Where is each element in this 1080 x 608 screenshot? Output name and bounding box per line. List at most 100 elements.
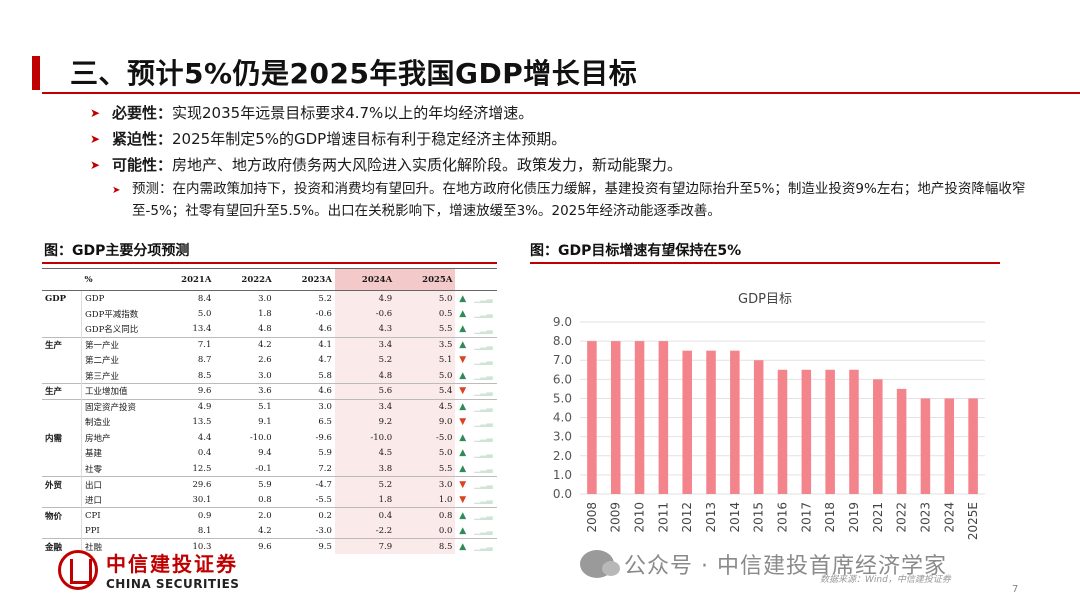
- row-category: [42, 461, 82, 477]
- sub-bullet-item: ➤ 预测：在内需政策加持下，投资和消费均有望回升。在地方政府化债压力缓解，基建投…: [90, 178, 1050, 222]
- forecast-table: % 2021A 2022A 2023A 2024A 2025A GDP GDP 8.…: [42, 268, 497, 554]
- table-row: 外贸 出口 29.6 5.9 -4.7 5.2 3.0 ▼ ▁▂▃: [42, 476, 497, 492]
- table-row: 基建 0.4 9.4 5.9 4.5 5.0 ▲ ▁▂▃: [42, 445, 497, 461]
- row-name: 工业增加值: [81, 383, 155, 399]
- sparkline-icon: ▁▂▃: [474, 417, 493, 427]
- x-tick-label: 2014: [728, 502, 742, 533]
- sparkline-icon: ▁▂▃: [474, 324, 493, 334]
- table-cell: 2.6: [258, 355, 272, 366]
- table-row: GDP GDP 8.4 3.0 5.2 4.9 5.0 ▲ ▁▂▃: [42, 290, 497, 306]
- title-divider: [42, 92, 1080, 94]
- table-cell: 5.2: [274, 290, 335, 306]
- arrow-up-icon: ▲: [455, 290, 470, 306]
- sparkline-icon: ▁▂▃: [474, 464, 493, 473]
- table-cell: 13.4: [192, 324, 212, 334]
- table-cell: 4.2: [258, 525, 272, 536]
- table-row: 金融 社融 10.3 9.6 9.5 7.9 8.5 ▲ ▁▂▃: [42, 538, 497, 554]
- company-logo: 中信建投证券 CHINA SECURITIES: [58, 548, 239, 591]
- table-cell: 9.5: [274, 538, 335, 554]
- table-cell: -5.5: [315, 494, 332, 505]
- sparkline-icon: ▁▂▃: [469, 383, 497, 399]
- row-name: 固定资产投资: [81, 398, 155, 415]
- sparkline-icon: ▁▂▃: [474, 495, 493, 504]
- row-category: GDP: [42, 290, 82, 306]
- row-category: [42, 523, 82, 539]
- table-cell: 3.5: [395, 336, 456, 353]
- header-2024A: 2024A: [334, 268, 396, 291]
- row-category: [42, 352, 82, 368]
- table-cell: 29.6: [154, 476, 215, 492]
- y-tick-label: 0.0: [553, 487, 572, 501]
- y-tick-label: 9.0: [553, 315, 572, 329]
- table-cell: 5.5: [395, 461, 456, 477]
- left-figure-caption: 图：GDP主要分项预测: [44, 243, 190, 259]
- row-name: 制造业: [84, 418, 111, 429]
- table-row: 固定资产投资 4.9 5.1 3.0 3.4 4.5 ▲ ▁▂▃: [42, 398, 497, 415]
- table-cell: 3.4: [334, 398, 396, 415]
- table-cell: 4.1: [274, 336, 335, 353]
- table-cell: 5.8: [318, 370, 332, 381]
- row-name: 基建: [84, 449, 102, 460]
- table-cell: -5.0: [395, 430, 456, 446]
- table-row: 制造业 13.5 9.1 6.5 9.2 9.0 ▼ ▁▂▃: [42, 414, 497, 430]
- bar: [777, 369, 788, 494]
- bar: [873, 379, 883, 494]
- table-cell: -4.7: [274, 476, 335, 492]
- sparkline-icon: ▁▂▃: [469, 476, 497, 492]
- y-tick-label: 2.0: [553, 449, 572, 463]
- table-cell: 3.8: [334, 461, 396, 477]
- table-header-row: % 2021A 2022A 2023A 2024A 2025A: [42, 268, 497, 291]
- table-row: 物价 CPI 0.9 2.0 0.2 0.4 0.8 ▲ ▁▂▃: [42, 507, 497, 523]
- arrow-down-icon: ▼: [459, 417, 467, 428]
- arrow-up-icon: ▲: [459, 324, 467, 334]
- sub-bullet-text: 预测：在内需政策加持下，投资和消费均有望回升。在地方政府化债压力缓解，基建投资有…: [132, 181, 1026, 219]
- table-cell: 12.5: [192, 463, 212, 474]
- logo-icon: [58, 549, 98, 590]
- arrow-icon: ➤: [90, 158, 101, 172]
- table-cell: 3.0: [258, 370, 272, 381]
- x-tick-label: 2024: [942, 502, 956, 533]
- row-category: 生产: [42, 336, 82, 353]
- table-cell: 0.9: [154, 507, 215, 523]
- x-tick-label: 2010: [633, 502, 647, 533]
- watermark-text: 公众号 · 中信建投首席经济学家: [624, 554, 947, 579]
- table-cell: 5.9: [318, 448, 332, 459]
- table-cell: 4.9: [154, 398, 215, 415]
- table-cell: 7.1: [154, 336, 215, 353]
- x-tick-label: 2011: [656, 502, 670, 533]
- title-bar: 三、预计5%仍是2025年我国GDP增长目标: [0, 38, 1080, 94]
- y-tick-label: 4.0: [553, 411, 572, 425]
- table-row: 进口 30.1 0.8 -5.5 1.8 1.0 ▼ ▁▂▃: [42, 492, 497, 508]
- arrow-up-icon: ▲: [455, 336, 470, 353]
- table-cell: 9.6: [214, 538, 275, 554]
- x-tick-label: 2018: [823, 502, 837, 533]
- row-name: 第二产业: [84, 356, 119, 367]
- sparkline-icon: ▁▂▃: [469, 507, 497, 523]
- arrow-icon: ➤: [112, 185, 121, 196]
- table-cell: 10.3: [154, 538, 215, 554]
- row-category: [42, 445, 82, 461]
- row-name: 第一产业: [81, 336, 155, 353]
- table-cell: 4.2: [214, 336, 275, 353]
- table-cell: 3.0: [214, 290, 275, 306]
- title-accent: [32, 56, 40, 90]
- table-cell: 9.1: [258, 417, 272, 428]
- bullet-label: 紧迫性：: [112, 130, 173, 148]
- table-cell: 5.2: [334, 476, 396, 492]
- row-name: PPI: [84, 525, 100, 536]
- table-cell: 3.6: [214, 383, 275, 399]
- table-cell: 0.2: [274, 507, 335, 523]
- x-tick-label: 2008: [585, 502, 599, 533]
- table-cell: 4.6: [274, 383, 335, 399]
- bar: [634, 341, 645, 494]
- x-tick-label: 2017: [799, 502, 813, 533]
- x-tick-label: 2009: [609, 502, 623, 533]
- row-name: GDP: [81, 290, 155, 306]
- table-cell: 4.7: [318, 355, 332, 366]
- bar: [920, 398, 931, 494]
- table-row: 生产 第一产业 7.1 4.2 4.1 3.4 3.5 ▲ ▁▂▃: [42, 336, 497, 353]
- table-cell: -0.6: [315, 308, 332, 319]
- table-cell: 5.1: [395, 352, 456, 368]
- row-name: 社融: [81, 538, 155, 554]
